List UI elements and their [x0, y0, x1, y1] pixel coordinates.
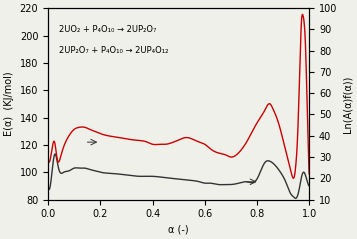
Text: 2UO₂ + P₄O₁₀ → 2UP₂O₇: 2UO₂ + P₄O₁₀ → 2UP₂O₇ [59, 25, 156, 34]
Text: 2UP₂O₇ + P₄O₁₀ → 2UP₄O₁₂: 2UP₂O₇ + P₄O₁₀ → 2UP₄O₁₂ [59, 46, 168, 55]
X-axis label: α (-): α (-) [168, 225, 189, 235]
Y-axis label: E(α)  (KJ/mol): E(α) (KJ/mol) [4, 71, 14, 136]
Y-axis label: Ln(A(α)f(α)): Ln(A(α)f(α)) [343, 75, 353, 133]
